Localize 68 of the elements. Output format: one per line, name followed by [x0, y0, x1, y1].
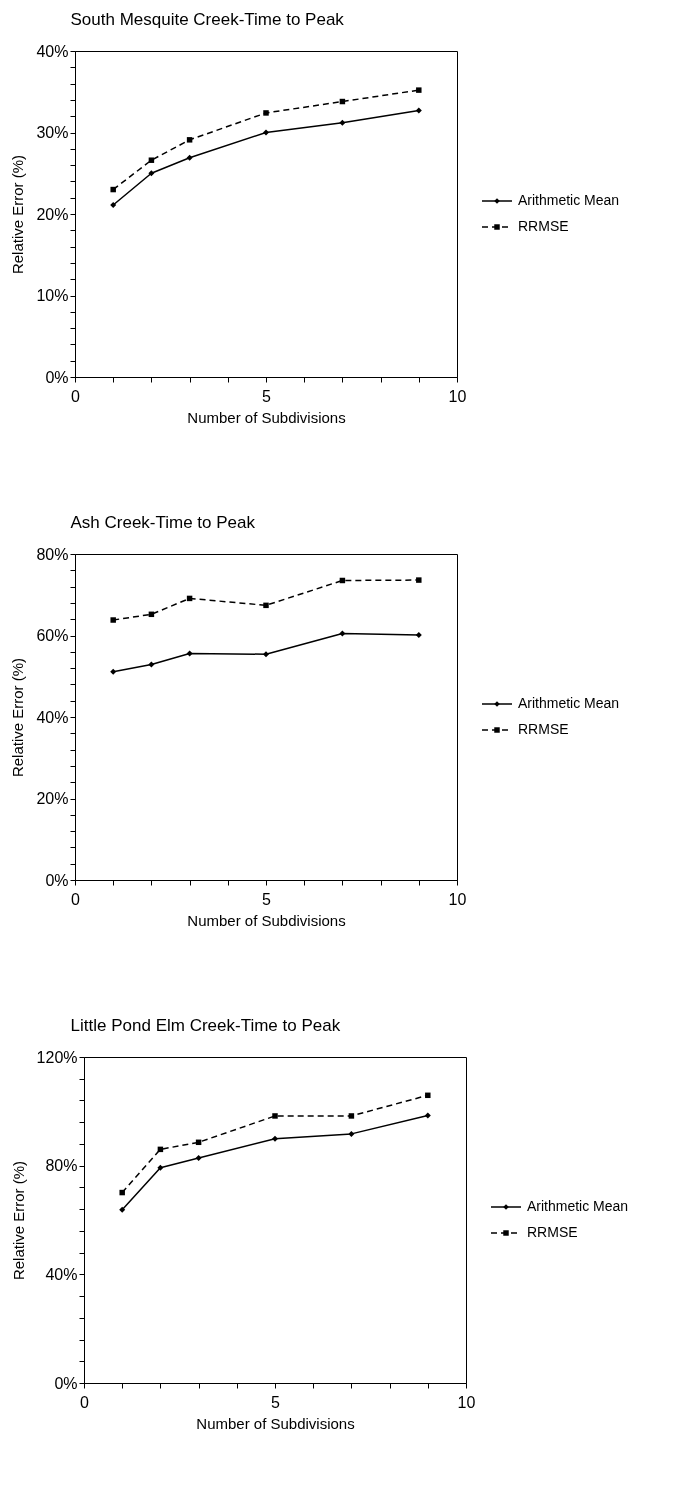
chart-title: Ash Creek-Time to Peak — [70, 512, 256, 532]
y-tick-label: 40% — [36, 42, 69, 60]
y-axis-title: Relative Error (%) — [9, 1160, 27, 1281]
y-tick-label: 10% — [36, 287, 69, 304]
chart-title: South Mesquite Creek-Time to Peak — [70, 9, 345, 29]
x-tick-label: 10 — [448, 890, 467, 908]
legend-label: RRMSE — [518, 218, 569, 234]
legend-label: Arithmetic Mean — [518, 695, 620, 711]
x-axis-title: Number of Subdivisions — [196, 1414, 355, 1432]
point — [110, 202, 117, 209]
point — [186, 137, 193, 143]
y-tick-label: 20% — [36, 790, 69, 807]
y-tick-label: 60% — [36, 627, 69, 644]
point — [425, 1092, 431, 1099]
y-tick-label: 80% — [36, 545, 69, 563]
point — [415, 632, 422, 639]
x-tick-label: 0 — [71, 890, 81, 908]
y-tick-label: 120% — [36, 1048, 78, 1066]
x-tick-label: 5 — [262, 387, 272, 405]
y-tick-label: 30% — [36, 124, 69, 141]
x-axis-title: Number of Subdivisions — [187, 911, 346, 929]
point — [272, 1113, 278, 1119]
chart-title: Little Pond Elm Creek-Time to Peak — [70, 1015, 341, 1035]
x-tick-label: 0 — [80, 1393, 90, 1411]
point — [195, 1155, 202, 1162]
point — [148, 157, 155, 163]
y-tick-label: 40% — [36, 708, 69, 726]
point — [148, 170, 155, 177]
y-tick-label: 0% — [45, 871, 69, 889]
point — [263, 602, 269, 609]
point — [415, 107, 422, 114]
y-axis-title: Relative Error (%) — [9, 154, 27, 275]
y-tick-label: 0% — [54, 1374, 78, 1392]
legend-label: Arithmetic Mean — [527, 1198, 629, 1214]
y-tick-label: 20% — [36, 205, 69, 223]
point — [416, 577, 422, 583]
x-tick-label: 5 — [262, 890, 272, 908]
point — [157, 1164, 164, 1171]
point — [148, 661, 155, 668]
point — [339, 119, 346, 126]
point — [348, 1130, 355, 1137]
point — [110, 186, 116, 193]
point — [263, 129, 269, 136]
x-tick-label: 0 — [71, 387, 81, 405]
point — [110, 668, 117, 675]
x-tick-label: 5 — [271, 1393, 281, 1411]
legend-label: RRMSE — [518, 721, 569, 737]
point — [186, 650, 193, 657]
point — [348, 1113, 355, 1119]
point — [263, 651, 269, 658]
point — [119, 1206, 126, 1213]
y-tick-label: 40% — [45, 1265, 78, 1283]
point — [110, 617, 116, 623]
x-axis-title: Number of Subdivisions — [187, 408, 346, 426]
x-tick-label: 10 — [457, 1393, 476, 1411]
legend-label: Arithmetic Mean — [518, 192, 620, 208]
y-axis-title: Relative Error (%) — [9, 657, 27, 778]
point — [424, 1112, 431, 1119]
point — [186, 154, 193, 161]
y-tick-label: 80% — [45, 1157, 78, 1175]
point — [339, 630, 346, 637]
point — [416, 87, 422, 93]
point — [272, 1135, 278, 1142]
point — [119, 1189, 125, 1196]
x-tick-label: 10 — [448, 387, 467, 405]
point — [263, 110, 269, 116]
y-tick-label: 0% — [45, 368, 69, 386]
legend-label: RRMSE — [527, 1224, 578, 1240]
